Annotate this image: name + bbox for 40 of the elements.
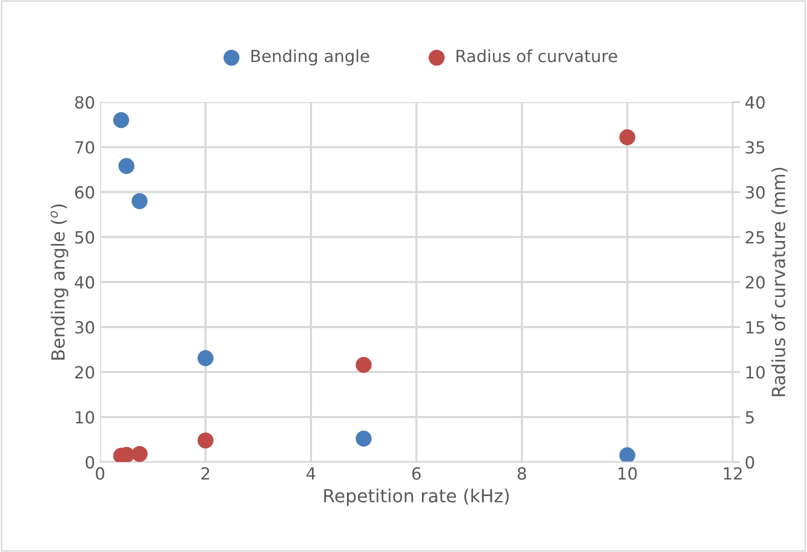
point	[198, 350, 214, 366]
y-tick-label: 40	[74, 276, 94, 289]
legend-label: Radius of curvature	[456, 49, 618, 62]
y-tick-label: 20	[75, 366, 94, 379]
y-tick-label: 60	[75, 186, 94, 199]
y-tick-label: 80	[75, 96, 94, 109]
x-tick-label: 2	[201, 467, 210, 480]
y-tick-label: 30	[75, 321, 94, 334]
y-tick-label: 50	[75, 231, 94, 244]
x-tick-label: 12	[724, 467, 742, 480]
x-tick-label: 10	[618, 467, 637, 480]
legend-label: Bending angle	[251, 49, 370, 66]
y2-tick-label: 20	[746, 276, 765, 289]
point	[118, 158, 134, 174]
y2-tick-label: 5	[746, 411, 754, 424]
y2-tick-label: 0	[746, 456, 754, 469]
x-tick-label: 6	[412, 467, 421, 480]
x-axis-title: Repetition rate (kHz)	[324, 488, 509, 506]
y2-tick-label: 15	[746, 321, 764, 334]
x-tick-label: 8	[518, 467, 526, 480]
point	[132, 193, 148, 210]
y2-tick-label: 35	[746, 141, 764, 154]
point	[198, 432, 214, 448]
x-tick-label: 4	[306, 467, 316, 480]
point	[113, 112, 130, 128]
y-tick-label: 70	[75, 141, 94, 154]
y2-tick-label: 25	[746, 231, 764, 244]
y-tick-label: 0	[86, 456, 94, 469]
y2-tick-label: 30	[746, 186, 765, 199]
point	[356, 356, 372, 373]
y2-tick-label: 40	[745, 96, 765, 109]
y2-tick-label: 10	[746, 366, 765, 379]
point	[619, 129, 636, 146]
x-tick-label: 0	[96, 467, 104, 480]
y-tick-label: 10	[76, 411, 94, 424]
point	[356, 430, 372, 447]
y2-axis-title: Radius of curvature (mm)	[771, 168, 788, 396]
point	[132, 446, 148, 462]
y-axis-title: Bending angle ($^{o}$)	[50, 204, 68, 360]
point	[619, 447, 636, 462]
